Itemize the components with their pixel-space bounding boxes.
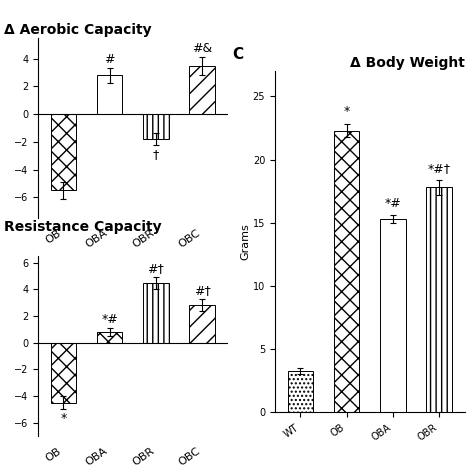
Bar <box>51 114 76 191</box>
Text: #: # <box>104 53 115 65</box>
Text: *#: *# <box>101 313 118 326</box>
Bar <box>190 305 215 343</box>
Bar <box>143 283 169 343</box>
Bar <box>143 114 169 139</box>
Text: #&: #& <box>192 42 212 55</box>
Text: Resistance Capacity: Resistance Capacity <box>4 220 162 234</box>
Bar <box>51 343 76 403</box>
Text: *#†: *#† <box>428 162 451 175</box>
Y-axis label: Grams: Grams <box>240 223 250 260</box>
Text: Δ Body Weight: Δ Body Weight <box>350 56 465 70</box>
Bar <box>190 65 215 114</box>
Bar <box>97 332 122 343</box>
Text: †: † <box>153 148 159 161</box>
Text: *: * <box>60 412 66 425</box>
Text: #†: #† <box>194 284 210 297</box>
Text: #†: #† <box>147 262 164 274</box>
Bar <box>288 371 313 412</box>
Bar <box>380 219 406 412</box>
Bar <box>427 187 452 412</box>
Text: *#: *# <box>384 197 401 210</box>
Text: C: C <box>232 47 243 63</box>
Bar <box>97 75 122 114</box>
Bar <box>334 130 359 412</box>
Text: *: * <box>344 106 350 118</box>
Text: Δ Aerobic Capacity: Δ Aerobic Capacity <box>4 23 151 37</box>
